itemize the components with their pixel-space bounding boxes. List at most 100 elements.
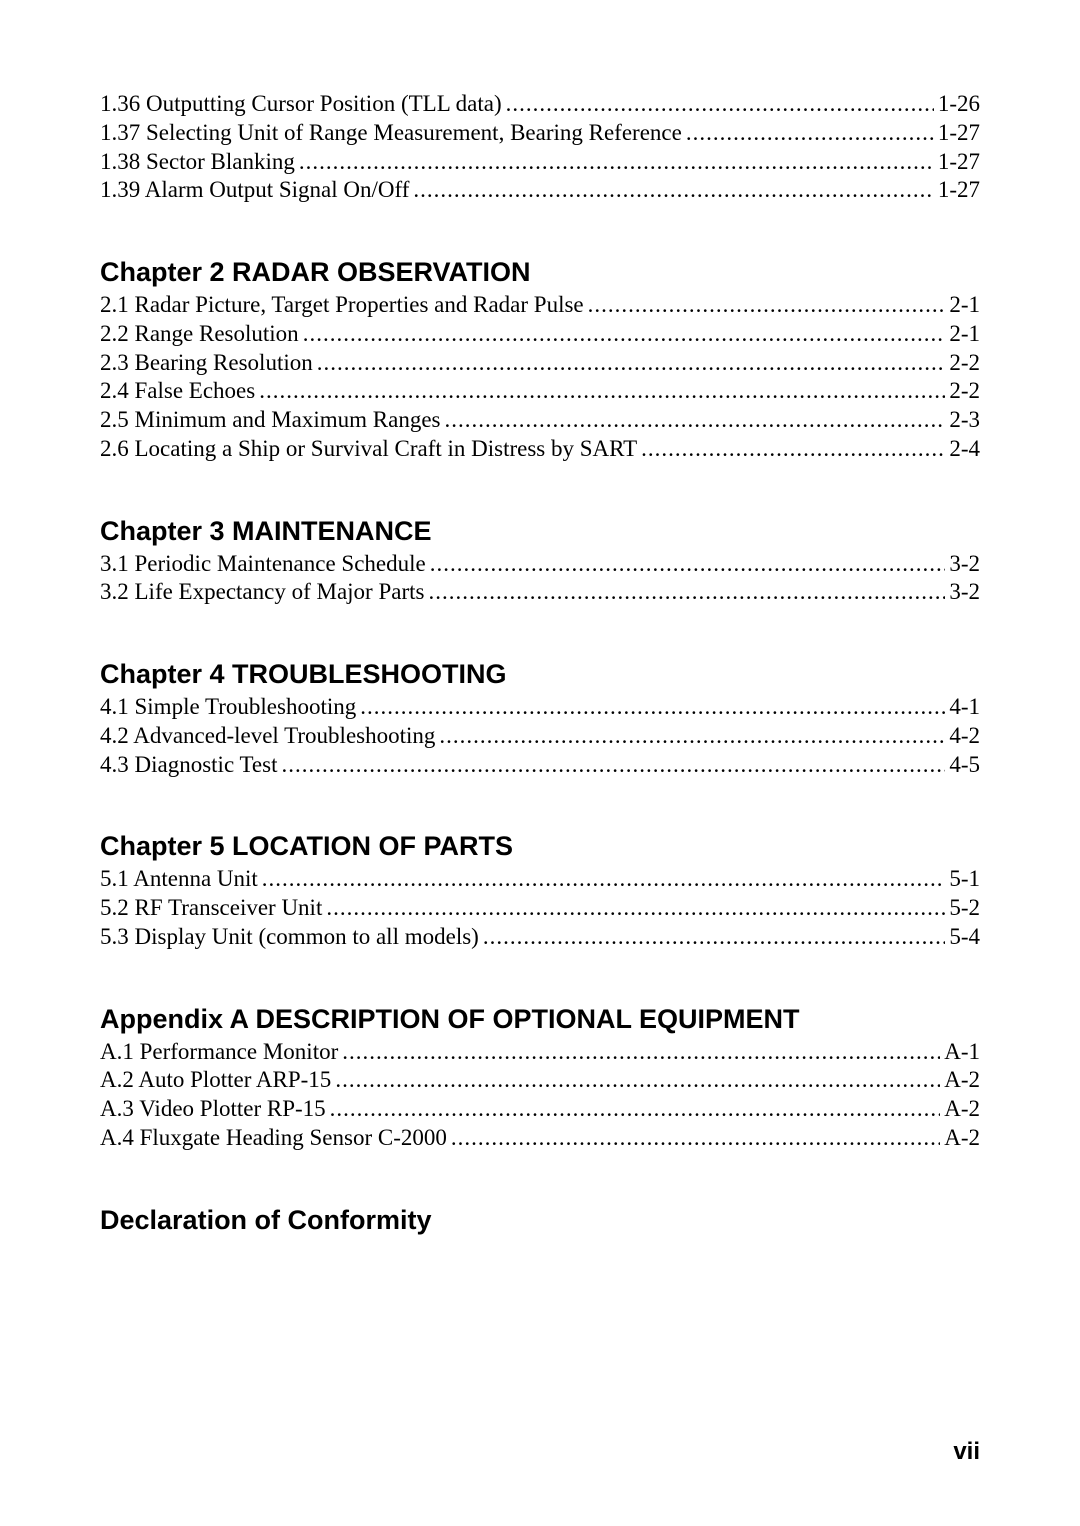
toc-entry-title: 2.3 Bearing Resolution bbox=[100, 349, 313, 378]
toc-leader-dots bbox=[413, 176, 933, 205]
toc-entry-page: 1-27 bbox=[938, 119, 980, 148]
toc-entry: 3.1 Periodic Maintenance Schedule 3-2 bbox=[100, 550, 980, 579]
toc-entry-title: 4.2 Advanced-level Troubleshooting bbox=[100, 722, 435, 751]
toc-entry: 2.3 Bearing Resolution 2-2 bbox=[100, 349, 980, 378]
toc-entry-title: A.1 Performance Monitor bbox=[100, 1038, 338, 1067]
toc-entry-title: 2.2 Range Resolution bbox=[100, 320, 299, 349]
toc-entry-page: 2-2 bbox=[949, 377, 980, 406]
chapter-heading: Declaration of Conformity bbox=[100, 1205, 980, 1236]
toc-leader-dots bbox=[451, 1124, 940, 1153]
toc-entry-title: 4.3 Diagnostic Test bbox=[100, 751, 277, 780]
toc-entry-title: A.2 Auto Plotter ARP-15 bbox=[100, 1066, 331, 1095]
toc-entry: 4.3 Diagnostic Test 4-5 bbox=[100, 751, 980, 780]
toc-chapter-group: 5.1 Antenna Unit 5-1 5.2 RF Transceiver … bbox=[100, 865, 980, 951]
toc-entry-page: 2-1 bbox=[949, 320, 980, 349]
toc-entry-page: 1-27 bbox=[938, 176, 980, 205]
toc-entry: A.3 Video Plotter RP-15 A-2 bbox=[100, 1095, 980, 1124]
toc-entry-page: 2-2 bbox=[949, 349, 980, 378]
toc-entry: 5.2 RF Transceiver Unit 5-2 bbox=[100, 894, 980, 923]
toc-entry-page: A-2 bbox=[944, 1124, 980, 1153]
toc-entry-page: 4-2 bbox=[949, 722, 980, 751]
toc-entry: 2.2 Range Resolution 2-1 bbox=[100, 320, 980, 349]
toc-chapter-group: 3.1 Periodic Maintenance Schedule 3-2 3.… bbox=[100, 550, 980, 608]
toc-entry-page: 5-4 bbox=[949, 923, 980, 952]
toc-entry: 1.38 Sector Blanking 1-27 bbox=[100, 148, 980, 177]
toc-leader-dots bbox=[686, 119, 934, 148]
chapter-heading: Chapter 5 LOCATION OF PARTS bbox=[100, 831, 980, 862]
toc-entry: 5.3 Display Unit (common to all models) … bbox=[100, 923, 980, 952]
toc-entry: 1.39 Alarm Output Signal On/Off 1-27 bbox=[100, 176, 980, 205]
toc-entry-page: 3-2 bbox=[949, 578, 980, 607]
toc-leader-dots bbox=[506, 90, 934, 119]
toc-leader-dots bbox=[588, 291, 946, 320]
toc-entry-title: 4.1 Simple Troubleshooting bbox=[100, 693, 356, 722]
toc-entry-page: 5-1 bbox=[949, 865, 980, 894]
toc-leader-dots bbox=[335, 1066, 940, 1095]
toc-leader-dots bbox=[326, 894, 945, 923]
toc-entry-title: 2.5 Minimum and Maximum Ranges bbox=[100, 406, 441, 435]
toc-entry-title: 5.1 Antenna Unit bbox=[100, 865, 258, 894]
toc-leader-dots bbox=[262, 865, 946, 894]
chapter-heading: Appendix A DESCRIPTION OF OPTIONAL EQUIP… bbox=[100, 1004, 980, 1035]
toc-entry: 4.1 Simple Troubleshooting 4-1 bbox=[100, 693, 980, 722]
toc-leader-dots bbox=[445, 406, 946, 435]
toc-entry: 2.4 False Echoes 2-2 bbox=[100, 377, 980, 406]
toc-entry-title: A.4 Fluxgate Heading Sensor C-2000 bbox=[100, 1124, 447, 1153]
page-number: vii bbox=[953, 1438, 980, 1466]
toc-leader-dots bbox=[317, 349, 946, 378]
toc-entry-page: 1-26 bbox=[938, 90, 980, 119]
toc-entry: 1.36 Outputting Cursor Position (TLL dat… bbox=[100, 90, 980, 119]
toc-entry-title: A.3 Video Plotter RP-15 bbox=[100, 1095, 326, 1124]
toc-leader-dots bbox=[641, 435, 945, 464]
document-page: 1.36 Outputting Cursor Position (TLL dat… bbox=[0, 0, 1080, 1526]
toc-entry: 4.2 Advanced-level Troubleshooting 4-2 bbox=[100, 722, 980, 751]
toc-entry: 2.1 Radar Picture, Target Properties and… bbox=[100, 291, 980, 320]
chapter-heading: Chapter 3 MAINTENANCE bbox=[100, 516, 980, 547]
toc-continued-group: 1.36 Outputting Cursor Position (TLL dat… bbox=[100, 90, 980, 205]
toc-entry-title: 1.37 Selecting Unit of Range Measurement… bbox=[100, 119, 682, 148]
toc-leader-dots bbox=[483, 923, 946, 952]
toc-entry-page: 5-2 bbox=[949, 894, 980, 923]
toc-entry-title: 1.39 Alarm Output Signal On/Off bbox=[100, 176, 409, 205]
toc-leader-dots bbox=[330, 1095, 941, 1124]
toc-chapter-group: A.1 Performance Monitor A-1 A.2 Auto Plo… bbox=[100, 1038, 980, 1153]
toc-chapter-group: 2.1 Radar Picture, Target Properties and… bbox=[100, 291, 980, 464]
toc-entry: A.2 Auto Plotter ARP-15 A-2 bbox=[100, 1066, 980, 1095]
toc-entry-title: 2.6 Locating a Ship or Survival Craft in… bbox=[100, 435, 637, 464]
toc-leader-dots bbox=[259, 377, 945, 406]
toc-entry-page: 4-1 bbox=[949, 693, 980, 722]
toc-leader-dots bbox=[430, 550, 946, 579]
toc-entry-page: 1-27 bbox=[938, 148, 980, 177]
toc-entry: 2.5 Minimum and Maximum Ranges 2-3 bbox=[100, 406, 980, 435]
toc-entry-title: 5.2 RF Transceiver Unit bbox=[100, 894, 322, 923]
toc-entry-page: 2-3 bbox=[949, 406, 980, 435]
toc-chapter-group: 4.1 Simple Troubleshooting 4-1 4.2 Advan… bbox=[100, 693, 980, 779]
toc-leader-dots bbox=[360, 693, 945, 722]
toc-entry-title: 1.36 Outputting Cursor Position (TLL dat… bbox=[100, 90, 502, 119]
toc-leader-dots bbox=[428, 578, 945, 607]
toc-entry-title: 5.3 Display Unit (common to all models) bbox=[100, 923, 479, 952]
toc-entry: 1.37 Selecting Unit of Range Measurement… bbox=[100, 119, 980, 148]
toc-entry: 2.6 Locating a Ship or Survival Craft in… bbox=[100, 435, 980, 464]
chapter-heading: Chapter 2 RADAR OBSERVATION bbox=[100, 257, 980, 288]
toc-entry-title: 3.2 Life Expectancy of Major Parts bbox=[100, 578, 424, 607]
toc-leader-dots bbox=[342, 1038, 940, 1067]
toc-entry-page: 3-2 bbox=[949, 550, 980, 579]
toc-entry-title: 2.1 Radar Picture, Target Properties and… bbox=[100, 291, 584, 320]
toc-leader-dots bbox=[281, 751, 945, 780]
toc-entry-page: A-2 bbox=[944, 1095, 980, 1124]
toc-leader-dots bbox=[299, 148, 934, 177]
toc-entry-title: 2.4 False Echoes bbox=[100, 377, 255, 406]
toc-leader-dots bbox=[303, 320, 946, 349]
chapter-heading: Chapter 4 TROUBLESHOOTING bbox=[100, 659, 980, 690]
toc-entry: A.4 Fluxgate Heading Sensor C-2000 A-2 bbox=[100, 1124, 980, 1153]
toc-leader-dots bbox=[439, 722, 945, 751]
toc-entry-page: 2-4 bbox=[949, 435, 980, 464]
toc-entry: 3.2 Life Expectancy of Major Parts 3-2 bbox=[100, 578, 980, 607]
toc-entry-title: 1.38 Sector Blanking bbox=[100, 148, 295, 177]
toc-entry-title: 3.1 Periodic Maintenance Schedule bbox=[100, 550, 426, 579]
toc-entry-page: 4-5 bbox=[949, 751, 980, 780]
toc-entry: 5.1 Antenna Unit 5-1 bbox=[100, 865, 980, 894]
toc-entry-page: A-2 bbox=[944, 1066, 980, 1095]
toc-entry-page: A-1 bbox=[944, 1038, 980, 1067]
